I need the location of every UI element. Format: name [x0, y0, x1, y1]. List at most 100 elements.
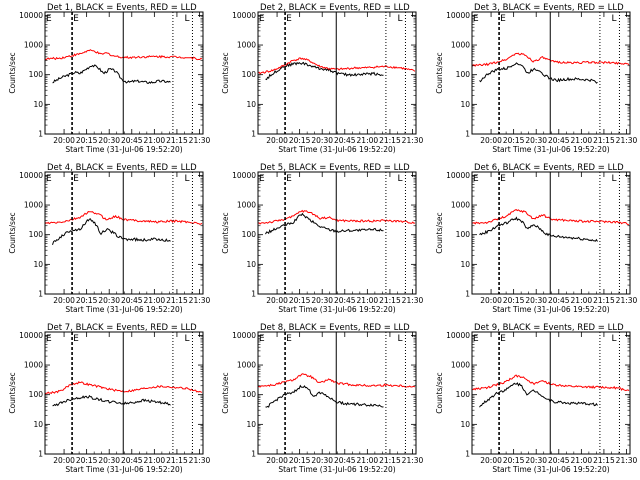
corner-marker-right: L	[611, 334, 616, 344]
panel-title: Det 8, BLACK = Events, RED = LLD	[260, 323, 410, 333]
x-tick-label: 21:00	[571, 456, 593, 465]
y-axis-label: Counts/sec	[221, 372, 230, 413]
corner-marker-mid: E	[73, 174, 79, 184]
y-tick-label: 10	[460, 420, 470, 429]
x-tick-label: 21:15	[379, 136, 401, 145]
y-tick-label: 100	[29, 230, 44, 239]
plot-frame	[257, 331, 417, 455]
y-tick-label: 1	[38, 290, 43, 299]
x-tick-label: 20:00	[480, 136, 502, 145]
x-tick-label: 21:30	[616, 136, 638, 145]
events-series-line	[52, 218, 171, 245]
x-tick-label: 20:45	[334, 296, 356, 305]
corner-marker-right: L	[184, 334, 189, 344]
y-tick-label: 1000	[451, 201, 470, 210]
corner-marker-mid: E	[286, 334, 292, 344]
y-tick-label: 10	[246, 260, 256, 269]
y-tick-label: 1000	[237, 201, 256, 210]
x-tick-label: 20:00	[53, 136, 75, 145]
x-tick-label: 20:30	[311, 456, 333, 465]
y-tick-label: 100	[456, 230, 471, 239]
x-tick-label: 21:30	[616, 456, 638, 465]
y-tick-label: 10	[33, 420, 43, 429]
plot-frame	[471, 171, 631, 295]
x-tick-label: 20:30	[98, 136, 120, 145]
y-tick-label: 10	[246, 420, 256, 429]
events-series-line	[265, 212, 384, 235]
x-tick-label: 20:00	[53, 456, 75, 465]
x-tick-label: 20:45	[121, 136, 143, 145]
x-tick-label: 21:15	[593, 456, 615, 465]
y-tick-label: 100	[29, 390, 44, 399]
x-tick-label: 21:30	[402, 136, 424, 145]
x-tick-label: 20:00	[266, 296, 288, 305]
x-tick-label: 20:30	[525, 456, 547, 465]
x-tick-label: 20:30	[525, 136, 547, 145]
corner-marker-mid: E	[286, 14, 292, 24]
x-tick-label: 20:45	[334, 136, 356, 145]
events-series-line	[265, 61, 384, 81]
panel-title: Det 6, BLACK = Events, RED = LLD	[474, 163, 624, 173]
panel-title: Det 9, BLACK = Events, RED = LLD	[474, 323, 624, 333]
x-tick-label: 21:30	[189, 296, 211, 305]
y-tick-label: 10000	[232, 11, 256, 20]
events-series-line	[479, 62, 598, 84]
x-tick-label: 20:30	[525, 296, 547, 305]
x-tick-label: 21:30	[189, 456, 211, 465]
y-tick-label: 1	[38, 130, 43, 139]
y-axis-label: Counts/sec	[435, 52, 444, 93]
x-tick-label: 21:15	[166, 136, 188, 145]
y-tick-label: 10000	[446, 171, 470, 180]
events-series-line	[52, 64, 171, 84]
y-tick-label: 1000	[237, 41, 256, 50]
y-tick-label: 1	[465, 290, 470, 299]
panel-title: Det 5, BLACK = Events, RED = LLD	[260, 163, 410, 173]
panel-title: Det 7, BLACK = Events, RED = LLD	[47, 323, 197, 333]
x-tick-label: 20:15	[503, 456, 525, 465]
y-tick-label: 1000	[451, 41, 470, 50]
x-tick-label: 21:30	[402, 456, 424, 465]
x-tick-label: 20:00	[53, 296, 75, 305]
corner-marker-left: E	[473, 14, 479, 24]
events-series-line	[265, 384, 384, 408]
x-tick-label: 21:30	[402, 296, 424, 305]
x-tick-label: 21:15	[166, 296, 188, 305]
x-tick-label: 20:15	[76, 136, 98, 145]
x-tick-label: 21:00	[571, 296, 593, 305]
y-tick-label: 1000	[24, 361, 43, 370]
corner-marker-right: L	[397, 334, 402, 344]
events-series-line	[52, 394, 171, 407]
corner-marker-right: L	[184, 174, 189, 184]
y-axis-label: Counts/sec	[221, 52, 230, 93]
corner-marker-left: E	[46, 174, 52, 184]
x-tick-label: 20:15	[503, 296, 525, 305]
y-tick-label: 1000	[451, 361, 470, 370]
x-axis-label: Start Time (31-Jul-06 19:52:20)	[65, 145, 182, 154]
x-tick-label: 21:00	[571, 136, 593, 145]
corner-marker-left: E	[259, 334, 265, 344]
y-tick-label: 1	[38, 450, 43, 459]
x-tick-label: 20:15	[76, 456, 98, 465]
panel-title: Det 4, BLACK = Events, RED = LLD	[47, 163, 197, 173]
y-tick-label: 100	[456, 390, 471, 399]
x-tick-label: 20:15	[289, 136, 311, 145]
x-tick-label: 21:15	[593, 136, 615, 145]
plot-frame	[44, 331, 204, 455]
corner-marker-left: E	[473, 174, 479, 184]
corner-marker-mid: E	[500, 334, 506, 344]
y-tick-label: 100	[29, 70, 44, 79]
y-tick-label: 10000	[232, 171, 256, 180]
y-tick-label: 10000	[19, 11, 43, 20]
y-tick-label: 10000	[446, 331, 470, 340]
x-tick-label: 20:15	[76, 296, 98, 305]
y-tick-label: 1	[251, 130, 256, 139]
y-tick-label: 1	[465, 130, 470, 139]
x-axis-label: Start Time (31-Jul-06 19:52:20)	[65, 305, 182, 314]
y-tick-label: 1000	[237, 361, 256, 370]
x-axis-label: Start Time (31-Jul-06 19:52:20)	[278, 465, 395, 474]
corner-marker-mid: E	[500, 14, 506, 24]
